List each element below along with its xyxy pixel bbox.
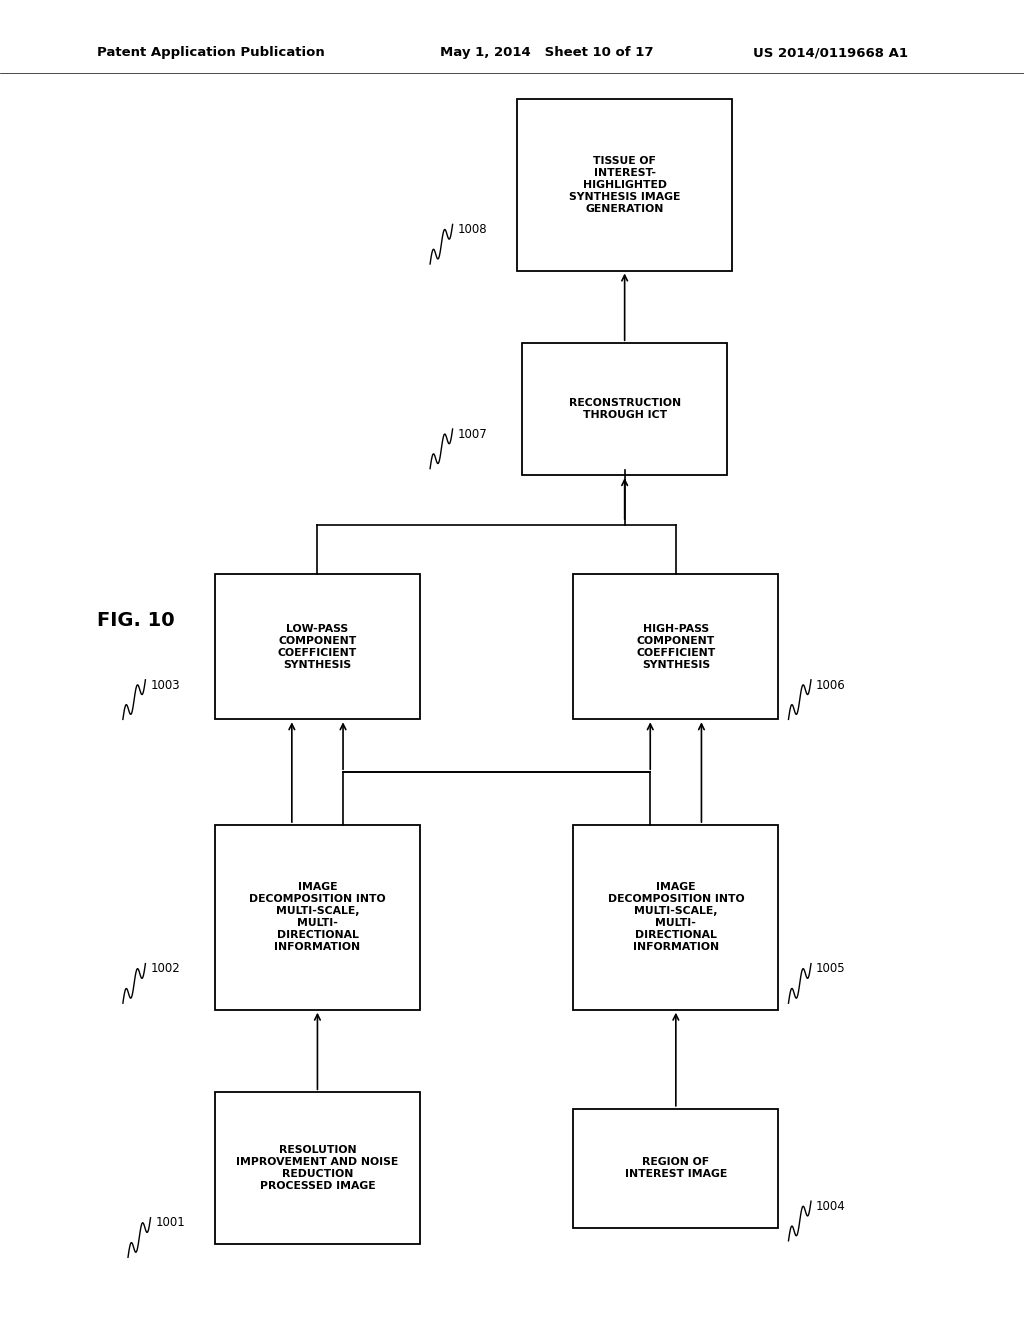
Text: REGION OF
INTEREST IMAGE: REGION OF INTEREST IMAGE <box>625 1158 727 1179</box>
Bar <box>215 825 420 1010</box>
Text: 1006: 1006 <box>816 678 846 692</box>
Text: LOW-PASS
COMPONENT
COEFFICIENT
SYNTHESIS: LOW-PASS COMPONENT COEFFICIENT SYNTHESIS <box>278 624 357 669</box>
Text: FIG. 10: FIG. 10 <box>97 611 175 630</box>
Text: 1007: 1007 <box>458 428 487 441</box>
Text: TISSUE OF
INTEREST-
HIGHLIGHTED
SYNTHESIS IMAGE
GENERATION: TISSUE OF INTEREST- HIGHLIGHTED SYNTHESI… <box>569 156 680 214</box>
Text: 1001: 1001 <box>156 1217 185 1229</box>
Bar <box>215 1093 420 1243</box>
Text: IMAGE
DECOMPOSITION INTO
MULTI-SCALE,
MULTI-
DIRECTIONAL
INFORMATION: IMAGE DECOMPOSITION INTO MULTI-SCALE, MU… <box>607 882 744 953</box>
Text: US 2014/0119668 A1: US 2014/0119668 A1 <box>753 46 907 59</box>
Text: 1008: 1008 <box>458 223 487 236</box>
Text: 1002: 1002 <box>151 962 180 975</box>
Bar <box>517 99 732 271</box>
Text: IMAGE
DECOMPOSITION INTO
MULTI-SCALE,
MULTI-
DIRECTIONAL
INFORMATION: IMAGE DECOMPOSITION INTO MULTI-SCALE, MU… <box>249 882 386 953</box>
Bar <box>573 1109 778 1228</box>
Text: HIGH-PASS
COMPONENT
COEFFICIENT
SYNTHESIS: HIGH-PASS COMPONENT COEFFICIENT SYNTHESI… <box>636 624 716 669</box>
Text: May 1, 2014   Sheet 10 of 17: May 1, 2014 Sheet 10 of 17 <box>440 46 653 59</box>
Bar <box>573 574 778 719</box>
Text: 1003: 1003 <box>151 678 180 692</box>
Text: 1005: 1005 <box>816 962 846 975</box>
Text: RESOLUTION
IMPROVEMENT AND NOISE
REDUCTION
PROCESSED IMAGE: RESOLUTION IMPROVEMENT AND NOISE REDUCTI… <box>237 1146 398 1191</box>
Bar <box>522 343 727 475</box>
Bar <box>573 825 778 1010</box>
Bar <box>215 574 420 719</box>
Text: 1004: 1004 <box>816 1200 846 1213</box>
Text: RECONSTRUCTION
THROUGH ICT: RECONSTRUCTION THROUGH ICT <box>568 399 681 420</box>
Text: Patent Application Publication: Patent Application Publication <box>97 46 325 59</box>
